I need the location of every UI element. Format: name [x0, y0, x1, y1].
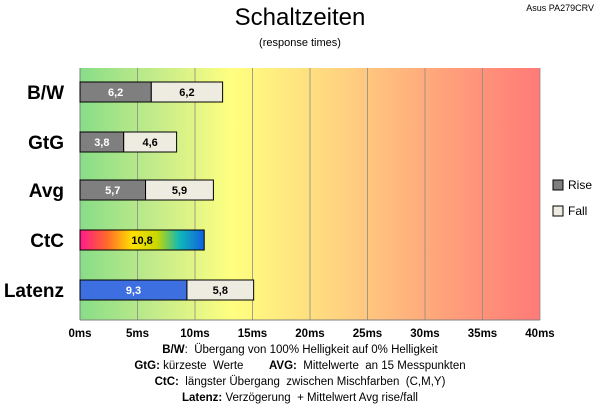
x-tick-label: 35ms: [468, 328, 497, 340]
category-label: Latenz: [4, 281, 64, 302]
legend-label: Rise: [568, 178, 592, 192]
footnote-line: Latenz: Verzögerung + Mittelwert Avg ris…: [182, 392, 418, 404]
data-label: 6,2: [179, 87, 194, 99]
bar-fall: [186, 279, 255, 301]
bar-ctc: [79, 229, 205, 251]
legend-swatch-fall: [552, 205, 564, 217]
x-tick-label: 20ms: [295, 328, 324, 340]
bar-fall: [145, 179, 214, 201]
x-tick-label: 5ms: [126, 328, 149, 340]
category-label: CtC: [30, 231, 64, 252]
footnote-line: CtC: längster Übergang zwischen Mischfar…: [154, 376, 446, 388]
category-label: B/W: [27, 83, 64, 104]
chart-title: Schaltzeiten: [234, 4, 366, 31]
data-label: 5,8: [213, 285, 228, 297]
legend: Rise Fall: [552, 178, 592, 218]
chart-subtitle: (response times): [259, 37, 341, 49]
x-tick-label: 10ms: [180, 328, 209, 340]
x-tick-label: 40ms: [525, 328, 554, 340]
x-tick-label: 25ms: [353, 328, 382, 340]
footnotes: B/W: Übergang von 100% Helligkeit auf 0%…: [0, 342, 600, 406]
bar-group: 6,2 6,2 3,8 4,6 5,7 5,9 10,8 9,3 5,8: [79, 81, 255, 301]
legend-label: Fall: [568, 204, 587, 218]
data-label: 5,9: [172, 185, 187, 197]
category-label: GtG: [28, 133, 64, 154]
data-label: 10,8: [131, 235, 152, 247]
monitor-model-label: Asus PA279CRV: [526, 3, 594, 13]
data-label: 5,7: [105, 185, 120, 197]
x-tick-label: 15ms: [238, 328, 267, 340]
footnote-line: GtG: kürzeste Werte AVG: Mittelwerte an …: [134, 360, 466, 372]
data-label: 4,6: [143, 137, 158, 149]
bar-fall: [123, 131, 178, 153]
x-tick-labels: 0ms 5ms 10ms 15ms 20ms 25ms 30ms 35ms 40ms: [68, 328, 554, 340]
x-tick-label: 0ms: [68, 328, 91, 340]
data-label: 3,8: [94, 137, 109, 149]
category-label: Avg: [29, 181, 64, 202]
footnote-line: B/W: Übergang von 100% Helligkeit auf 0%…: [162, 344, 438, 356]
category-labels: B/W GtG Avg CtC Latenz: [4, 83, 64, 302]
data-label: 6,2: [108, 87, 123, 99]
bar-fall: [150, 81, 224, 103]
x-tick-label: 30ms: [410, 328, 439, 340]
data-label: 9,3: [126, 285, 141, 297]
legend-swatch-rise: [552, 179, 564, 191]
